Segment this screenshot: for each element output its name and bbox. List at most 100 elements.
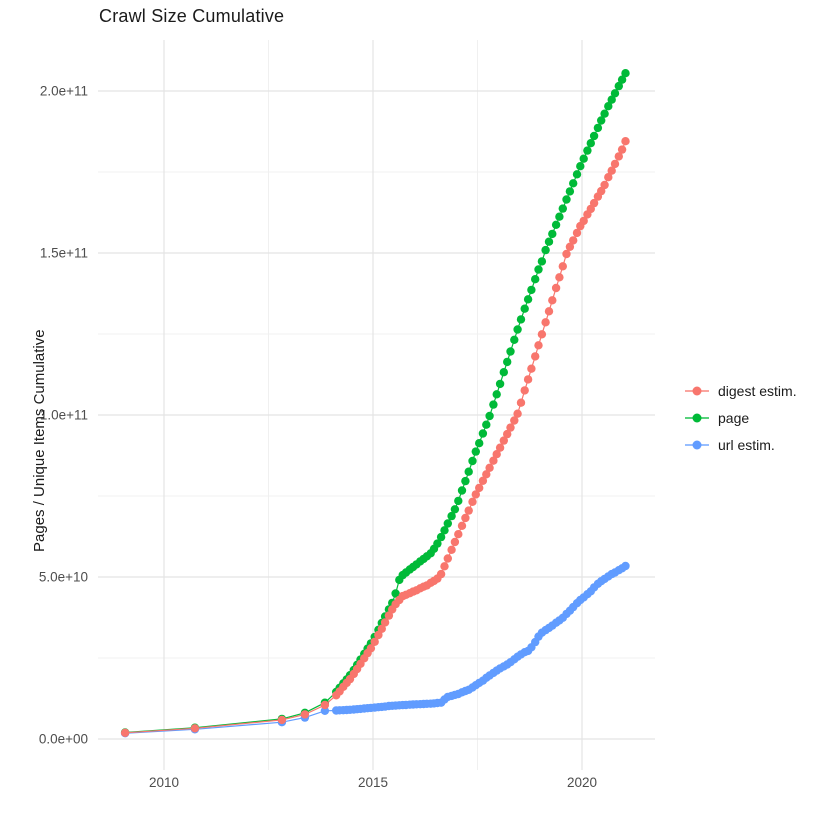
data-point <box>380 618 390 627</box>
data-point <box>593 123 603 133</box>
data-point <box>377 624 386 633</box>
data-point <box>510 416 519 425</box>
data-point <box>436 532 446 542</box>
data-point <box>506 423 515 432</box>
data-point <box>468 456 477 466</box>
data-point <box>537 330 547 339</box>
data-point <box>589 131 599 141</box>
data-point <box>495 443 505 452</box>
data-point <box>370 637 379 646</box>
data-point <box>366 644 376 653</box>
y-tick-label: 1.0e+11 <box>40 408 88 423</box>
legend: digest estim. page url estim. <box>684 383 797 453</box>
data-point <box>506 347 515 356</box>
y-tick-label: 0.0e+00 <box>39 732 88 747</box>
data-point <box>454 496 463 506</box>
legend-label: page <box>718 410 750 426</box>
data-point <box>604 173 613 182</box>
data-point <box>586 139 595 148</box>
data-point <box>520 386 529 395</box>
data-point <box>433 539 442 548</box>
data-point <box>555 212 564 221</box>
data-point <box>607 95 616 104</box>
data-point <box>604 102 613 111</box>
data-point <box>614 152 623 161</box>
data-point <box>523 375 533 384</box>
data-point <box>562 195 571 204</box>
data-point <box>499 436 508 445</box>
data-point <box>489 400 498 409</box>
data-point <box>277 715 287 725</box>
data-point <box>610 159 620 169</box>
data-point <box>478 429 488 438</box>
legend-key-icon <box>685 440 709 450</box>
data-point <box>450 505 460 514</box>
data-point <box>443 519 452 528</box>
data-point <box>485 411 494 421</box>
data-point <box>499 368 508 377</box>
data-point <box>569 236 578 245</box>
data-point <box>600 180 609 190</box>
data-point <box>384 611 394 620</box>
data-point <box>544 237 554 246</box>
data-point <box>551 283 561 293</box>
data-point <box>565 242 575 251</box>
data-point <box>447 545 456 554</box>
y-tick-label: 5.0e+10 <box>39 570 88 585</box>
data-point <box>527 364 536 373</box>
data-point <box>583 146 592 155</box>
data-point <box>492 450 501 459</box>
data-point <box>475 483 484 493</box>
legend-label: digest estim. <box>718 383 797 399</box>
data-point <box>555 273 564 282</box>
data-point <box>537 257 547 266</box>
data-point <box>464 467 473 476</box>
data-point <box>558 204 567 213</box>
data-point <box>457 521 467 530</box>
data-point <box>461 513 470 523</box>
data-point <box>600 109 609 118</box>
legend-item-page: page <box>684 410 797 426</box>
data-point <box>565 187 575 196</box>
data-point <box>513 409 522 418</box>
chart-title: Crawl Size Cumulative <box>99 6 285 26</box>
data-point <box>450 537 460 547</box>
data-point <box>621 561 630 571</box>
data-point <box>617 75 627 84</box>
data-point <box>548 229 557 239</box>
data-point <box>482 470 491 479</box>
data-point <box>513 325 522 334</box>
data-point <box>562 249 571 259</box>
data-point <box>531 352 540 361</box>
data-point <box>579 154 588 163</box>
data-point <box>485 463 494 472</box>
data-point <box>190 724 200 733</box>
legend-item-url-estim: url estim. <box>684 437 797 453</box>
y-axis-title: Pages / Unique Items Cumulative <box>31 329 48 552</box>
x-tick-label: 2010 <box>149 775 179 790</box>
data-point <box>576 162 585 171</box>
data-point <box>374 630 383 640</box>
data-point <box>447 511 456 521</box>
data-point <box>454 530 463 539</box>
data-point <box>471 447 480 456</box>
data-point <box>516 315 526 324</box>
legend-item-digest-estim: digest estim. <box>684 383 797 399</box>
data-point <box>478 476 488 485</box>
data-point <box>300 710 310 719</box>
data-point <box>534 265 543 274</box>
data-point <box>320 700 330 710</box>
data-point <box>610 89 620 98</box>
data-point <box>510 335 519 344</box>
data-point <box>503 429 512 439</box>
data-point <box>440 562 449 571</box>
legend-key-icon <box>685 413 709 423</box>
data-point <box>551 220 561 229</box>
data-point <box>516 398 526 407</box>
data-point <box>471 490 480 499</box>
legend-label: url estim. <box>718 437 775 453</box>
data-point <box>120 728 130 737</box>
data-point <box>617 145 627 154</box>
